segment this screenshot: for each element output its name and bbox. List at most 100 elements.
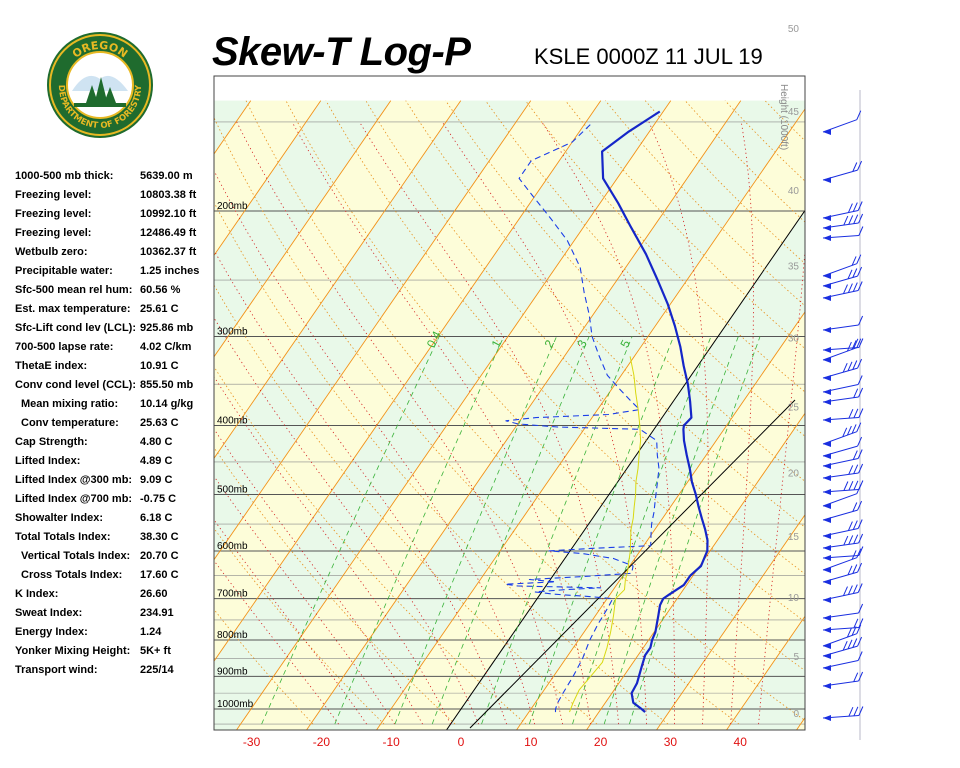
height-tick-label: 5	[793, 652, 799, 663]
wind-barb	[822, 338, 862, 363]
index-value: 10.91 C	[140, 360, 179, 372]
wind-barb	[822, 484, 862, 509]
height-tick-label: 10	[788, 593, 800, 604]
wind-barb-head	[823, 375, 831, 381]
x-tick-label: 10	[524, 735, 538, 749]
wind-barb-flag	[851, 340, 857, 350]
mixing-ratio-line	[334, 336, 505, 725]
isotherm-line	[214, 100, 392, 358]
wind-barb	[822, 422, 862, 447]
wind-barb-head	[823, 533, 831, 539]
pressure-label: 800mb	[217, 630, 248, 641]
wind-barb-flag	[852, 520, 858, 530]
wind-barb-head	[823, 555, 831, 561]
wind-barb-flag	[852, 268, 858, 278]
wind-barb-head	[823, 665, 831, 671]
wind-barb-flag	[843, 535, 849, 546]
wind-barb	[822, 636, 863, 659]
index-row: Conv cond level (CCL): 855.50 mb	[15, 377, 210, 396]
index-row: Lifted Index: 4.89 C	[15, 453, 210, 472]
index-value: 4.80 C	[140, 436, 173, 448]
isotherm-line	[235, 100, 672, 730]
wind-barb-flag	[857, 636, 863, 647]
index-value: 1.24	[140, 626, 162, 638]
wind-barb-head	[823, 389, 831, 395]
wind-barb-head	[823, 327, 831, 333]
wind-barb	[822, 266, 863, 289]
wind-barb-flag	[851, 550, 857, 560]
wind-barb-flag	[847, 203, 853, 213]
wind-barb-flag	[851, 256, 857, 266]
index-label: Conv cond level (CCL):	[15, 379, 137, 391]
wind-barb-flag	[852, 450, 858, 460]
height-tick-label: 0	[793, 709, 799, 720]
index-row: Freezing level: 10803.38 ft	[15, 187, 210, 206]
index-row: Total Totals Index: 38.30 C	[15, 529, 210, 548]
wind-barb-flag	[857, 281, 863, 291]
temperature-band	[236, 100, 741, 730]
wind-barb	[822, 201, 863, 221]
index-value: -0.75 C	[140, 493, 177, 505]
pressure-label: 200mb	[217, 201, 248, 212]
index-label: Est. max temperature:	[15, 303, 131, 315]
wind-barb-flag	[848, 480, 854, 491]
height-tick-label: 50	[788, 24, 800, 35]
wind-barb-flag	[843, 284, 848, 294]
index-row: Freezing level: 12486.49 ft	[15, 225, 210, 244]
wind-barb-head	[823, 503, 831, 509]
chart-title: Skew-T Log-P	[212, 30, 471, 74]
mixing-ratio-line	[481, 336, 633, 725]
logo-top-text: OREGON	[70, 39, 130, 61]
wind-barb-flag	[856, 338, 862, 348]
isotherm-line	[214, 100, 462, 460]
dewpoint-line	[504, 121, 660, 713]
isotherm-line	[0, 101, 111, 739]
wind-barb	[822, 624, 862, 649]
wind-barb-flag	[847, 521, 853, 531]
index-row: Yonker Mixing Height: 5K+ ft	[15, 643, 210, 662]
height-tick-label: 15	[788, 532, 800, 543]
pressure-label: 1000mb	[217, 699, 254, 710]
isotherm-line	[375, 108, 805, 730]
temperature-line	[601, 110, 709, 713]
mixing-ratio-line	[431, 336, 590, 725]
temperature-band	[0, 101, 111, 739]
wind-barb-flag	[858, 387, 864, 398]
wind-barb-head	[823, 417, 831, 423]
pressure-label: 400mb	[217, 415, 248, 426]
wind-barb-flag	[857, 436, 863, 447]
wind-barb	[822, 110, 862, 135]
wind-barb-flag	[857, 500, 863, 511]
wind-barb-flag	[846, 425, 852, 436]
wind-barb-flag	[857, 201, 863, 211]
index-value: 25.61 C	[140, 303, 179, 315]
index-row: Cap Strength: 4.80 C	[15, 434, 210, 453]
wind-barb-head	[823, 295, 831, 301]
index-label: Wetbulb zero:	[15, 246, 88, 258]
dry-adiabat	[525, 100, 805, 393]
pressure-label: 300mb	[217, 326, 248, 337]
index-label: Freezing level:	[15, 208, 92, 220]
wind-barb-head	[823, 597, 831, 603]
wind-barb-head	[823, 627, 831, 633]
wind-barb	[822, 338, 864, 353]
index-row: Mean mixing ratio: 10.14 g/kg	[15, 396, 210, 415]
wind-barb	[822, 254, 862, 279]
wind-barb-flag	[856, 624, 862, 634]
index-value: 4.02 C/km	[140, 341, 192, 353]
wind-barb-head	[823, 235, 831, 241]
wind-barb-flag	[857, 266, 863, 277]
wind-barb-head	[823, 453, 831, 459]
index-row: Sfc-500 mean rel hum: 60.56 %	[15, 282, 210, 301]
index-row: Conv temperature: 25.63 C	[15, 415, 210, 434]
wind-barb-flag	[857, 651, 863, 661]
isotherm-line	[515, 311, 805, 730]
index-value: 20.70 C	[140, 550, 179, 562]
index-label: Sfc-500 mean rel hum:	[15, 284, 133, 296]
index-value: 26.60	[140, 588, 168, 600]
dry-adiabat	[214, 608, 314, 725]
index-value: 10362.37 ft	[140, 246, 197, 258]
wind-barb	[822, 449, 863, 469]
wind-barb-flag	[856, 110, 862, 120]
